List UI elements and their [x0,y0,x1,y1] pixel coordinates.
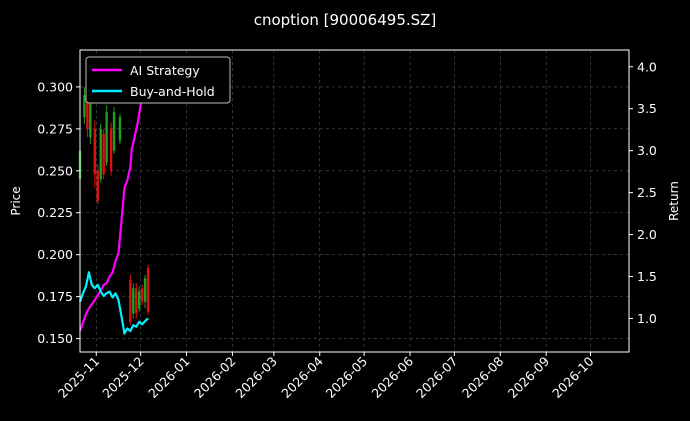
y-tick-label: 0.275 [37,121,73,136]
candle-body [137,291,141,309]
candle [102,128,105,180]
legend-label-ai-strategy: AI Strategy [130,63,200,78]
candle [135,283,138,319]
y-tick-label: 0.175 [37,289,73,304]
candle-body [89,103,92,138]
candle [105,105,108,166]
candle-body [118,117,122,141]
y-axis-label: Price [9,186,23,215]
candle [132,283,135,319]
return-series [78,64,149,335]
candle [93,120,96,188]
candle [99,123,102,183]
y2-axis-label: Return [667,181,681,221]
candle [118,113,122,144]
series-line-buy-and-hold [78,271,149,335]
plot-frame [79,49,630,353]
legend: AI Strategy Buy-and-Hold [85,56,231,104]
grid-lines [80,50,629,352]
candle [83,86,86,124]
chart-title: cnoption [90006495.SZ] [254,11,437,29]
price-candles [78,83,150,326]
y-tick-label: 0.300 [37,79,73,94]
candle [140,284,144,306]
candle-body [93,128,96,175]
candle [146,264,150,316]
y-tick-label: 0.225 [37,205,73,220]
candle-body [129,279,132,322]
candle-body [132,288,135,314]
series-line-ai-strategy [78,64,148,332]
y2-tick-label: 1.0 [637,311,657,326]
left-axis-ticks: 0.150 0.175 0.200 0.225 0.250 0.275 0.300 [37,79,80,346]
candle-body [140,288,144,302]
candle [109,122,113,176]
candle [89,98,92,144]
candle [129,274,132,326]
candle [96,164,99,205]
y-tick-label: 0.150 [37,331,73,346]
legend-label-buy-and-hold: Buy-and-Hold [130,84,215,99]
y-tick-label: 0.200 [37,247,73,262]
candle [137,286,141,312]
candle-body [96,170,99,201]
candle-body [99,128,102,180]
y2-tick-label: 4.0 [637,59,657,74]
candle-body [86,90,89,129]
y2-tick-label: 3.0 [637,143,657,158]
y-tick-label: 0.250 [37,163,73,178]
candle-body [83,95,86,118]
right-axis-ticks: 1.0 1.5 2.0 2.5 3.0 3.5 4.0 [629,59,657,326]
y2-tick-label: 1.5 [637,269,657,284]
candle-body [109,128,113,171]
candle [112,107,116,155]
candle-body [105,112,108,163]
candle-body [102,133,105,175]
candle-body [112,112,116,151]
candle-body [146,268,150,312]
y2-tick-label: 2.0 [637,227,657,242]
candle-body [143,278,147,302]
y2-tick-label: 3.5 [637,101,657,116]
candle-body [135,288,138,314]
y2-tick-label: 2.5 [637,185,657,200]
candle [143,274,147,309]
